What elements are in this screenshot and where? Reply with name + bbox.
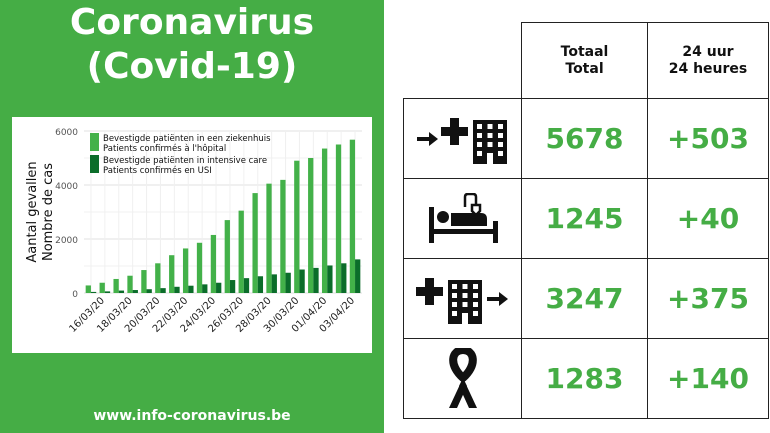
bar-hospital: [113, 278, 119, 293]
row-icon-cell: [403, 258, 522, 339]
header-blank-cell: [403, 22, 522, 99]
y-tick-label: 6000: [55, 128, 78, 138]
bar-icu: [271, 274, 277, 293]
table-header-row: Totaal Total 24 uur 24 heures: [403, 22, 769, 99]
bar-icu: [313, 267, 319, 293]
bar-icu: [132, 290, 138, 293]
bar-icu: [299, 269, 305, 293]
row-change-cell: +140: [647, 338, 769, 419]
bar-hospital: [252, 193, 258, 293]
bar-hospital: [196, 242, 203, 293]
table-row: 1245 +40: [403, 178, 769, 259]
statistics-table: Totaal Total 24 uur 24 heures: [403, 22, 769, 419]
y-tick-label: 4000: [55, 182, 78, 192]
bar-hospital: [335, 144, 342, 293]
chart-card: 0 2000 4000 6000 Aantal gevallen Nombre de ca…: [12, 117, 372, 353]
bar-hospital: [224, 220, 230, 293]
bar-icu: [90, 291, 97, 293]
row-total-cell: 1283: [521, 338, 648, 419]
legend-label: Bevestigde patiënten in een ziekenhuis: [103, 134, 271, 144]
bar-hospital: [169, 255, 175, 293]
header-24h: 24 uur 24 heures: [668, 43, 748, 77]
cases-bar-chart: 0 2000 4000 6000 Aantal gevallen Nombre de ca…: [25, 128, 362, 335]
total-value: 5678: [545, 122, 624, 155]
website-link[interactable]: www.info-coronavirus.be: [93, 408, 291, 424]
bar-icu: [243, 278, 250, 293]
bar-hospital: [210, 234, 217, 293]
bar-hospital: [99, 282, 105, 293]
total-value: 1245: [545, 202, 624, 235]
table-row: 5678 +503: [403, 98, 769, 179]
bar-hospital: [238, 210, 244, 293]
header-total-cell: Totaal Total: [521, 22, 648, 99]
bar-icu: [104, 291, 111, 293]
row-icon-cell: [403, 178, 522, 259]
row-change-cell: +503: [647, 98, 769, 179]
table-row: 3247 +375: [403, 258, 769, 339]
bar-hospital: [141, 270, 147, 293]
bar-icu: [118, 290, 125, 293]
bar-icu: [257, 276, 264, 293]
bar-icu: [202, 284, 208, 293]
change-value: +40: [676, 202, 740, 235]
table-row: 1283 +140: [403, 338, 769, 419]
bar-hospital: [155, 263, 161, 293]
page-title-line-1: Coronavirus: [69, 2, 315, 43]
bar-icu: [146, 289, 152, 293]
bar-hospital: [266, 183, 272, 293]
change-value: +375: [667, 282, 749, 315]
row-total-cell: 5678: [521, 98, 648, 179]
page-title-line-2: (Covid-19): [86, 46, 298, 87]
legend-label: Patients confirmés en USI: [103, 165, 212, 176]
mourning-ribbon-icon: [448, 347, 477, 408]
bar-hospital: [321, 148, 328, 293]
hospital-discharge-icon: [415, 277, 508, 324]
bar-icu: [229, 280, 236, 293]
row-total-cell: 1245: [521, 178, 648, 259]
hospital-admission-icon: [416, 117, 507, 164]
bar-hospital: [85, 285, 91, 293]
legend-swatch: [90, 155, 99, 173]
total-value: 1283: [545, 362, 624, 395]
bar-icu: [341, 263, 347, 293]
bar-icu: [285, 272, 291, 293]
bar-hospital: [349, 139, 356, 293]
row-total-cell: 3247: [521, 258, 648, 339]
total-value: 3247: [545, 282, 624, 315]
bar-icu: [216, 282, 222, 293]
row-change-cell: +375: [647, 258, 769, 339]
left-panel: Coronavirus (Covid-19) 0 2000 4000 6000 Aant…: [0, 0, 384, 433]
header-24h-cell: 24 uur 24 heures: [647, 22, 769, 99]
bar-hospital: [182, 248, 189, 293]
bar-hospital: [294, 160, 300, 293]
row-change-cell: +40: [647, 178, 769, 259]
row-icon-cell: [403, 98, 522, 179]
change-value: +140: [667, 362, 749, 395]
row-icon-cell: [403, 338, 522, 419]
y-tick-label: 2000: [55, 236, 78, 246]
bar-icu: [174, 286, 180, 293]
bar-icu: [188, 285, 194, 293]
y-tick-label: 0: [72, 290, 78, 300]
hospital-bed-icon: [428, 192, 498, 243]
bar-icu: [355, 259, 361, 293]
y-axis-label: Nombre de cas: [41, 163, 56, 261]
bar-icu: [160, 288, 166, 293]
legend-swatch: [90, 133, 99, 151]
legend-label: Bevestigde patiënten in intensive care: [103, 156, 267, 166]
bar-icu: [327, 265, 333, 293]
bar-hospital: [127, 275, 133, 293]
y-axis-label: Aantal gevallen: [25, 161, 40, 262]
header-total: Totaal Total: [560, 43, 609, 77]
bar-hospital: [308, 158, 314, 293]
legend-label: Patients confirmés à l'hôpital: [103, 143, 226, 154]
bar-hospital: [280, 179, 286, 293]
change-value: +503: [667, 122, 749, 155]
